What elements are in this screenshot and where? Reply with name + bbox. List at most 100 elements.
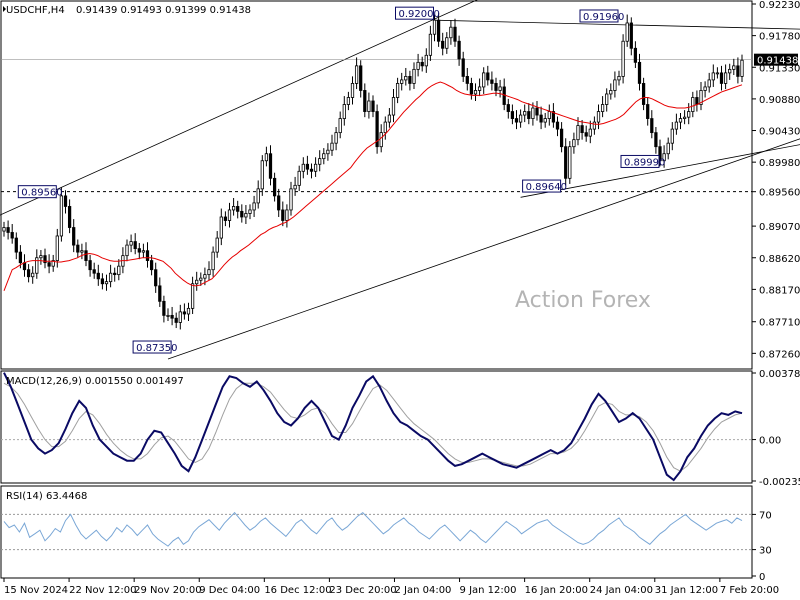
- resistance-line: [434, 19, 800, 30]
- candle-body: [248, 209, 252, 214]
- candle-body: [96, 272, 100, 280]
- candle-body: [236, 206, 240, 212]
- candle-body: [244, 213, 248, 218]
- candle-body: [416, 61, 420, 70]
- candle-body: [371, 100, 375, 112]
- candle-body: [301, 163, 305, 172]
- price-annotation-label: 0.92000: [399, 9, 440, 20]
- candle-body: [473, 90, 478, 95]
- time-tick-label: 29 Nov 20:00: [134, 585, 201, 596]
- candle-body: [625, 22, 629, 42]
- candle-body: [47, 262, 51, 267]
- candle-body: [350, 83, 355, 98]
- candle-body: [531, 107, 535, 119]
- candle-body: [523, 111, 527, 116]
- candle-body: [26, 269, 31, 278]
- price-tick-label: 0.88170: [759, 285, 800, 296]
- candle-body: [117, 265, 121, 276]
- candle-body: [203, 274, 207, 279]
- candle-body: [313, 163, 318, 172]
- candle-body: [592, 121, 597, 130]
- rsi-tick-label: 0: [759, 572, 765, 583]
- candle-body: [715, 72, 720, 75]
- candle-body: [223, 216, 228, 221]
- price-annotation-box: [395, 6, 434, 20]
- candle-body: [129, 241, 133, 246]
- candle-body: [711, 72, 715, 81]
- candle-body: [141, 250, 146, 253]
- candle-body: [207, 269, 211, 276]
- price-annotation-label: 0.87350: [136, 343, 177, 354]
- macd-tick-label: -0.002356: [759, 477, 800, 488]
- candle-body: [666, 142, 670, 155]
- current-price-tag: 0.91438: [754, 53, 798, 67]
- candle-body: [682, 116, 687, 119]
- candle-body: [104, 281, 109, 285]
- current-price-box: [754, 53, 798, 66]
- candle-series: [2, 13, 744, 330]
- candle-body: [576, 125, 580, 141]
- candle-body: [166, 314, 170, 317]
- candle-body: [740, 59, 744, 77]
- candle-body: [662, 153, 666, 162]
- channel-lower-line: [167, 138, 800, 360]
- candle-body: [719, 72, 724, 84]
- price-annotation-box: [620, 154, 660, 168]
- candle-body: [514, 118, 519, 123]
- candle-body: [35, 257, 39, 274]
- time-tick-label: 15 Nov 2024: [4, 585, 68, 596]
- candle-body: [547, 111, 551, 119]
- candle-body: [477, 86, 482, 91]
- candle-body: [518, 114, 523, 123]
- candle-body: [55, 235, 59, 261]
- candle-body: [687, 111, 691, 118]
- candle-body: [18, 251, 23, 264]
- candle-body: [395, 83, 400, 98]
- candle-body: [408, 76, 412, 84]
- candle-body: [309, 168, 314, 172]
- candle-body: [2, 227, 6, 232]
- candle-body: [637, 61, 642, 84]
- candle-body: [498, 86, 502, 91]
- candle-body: [63, 195, 68, 207]
- header-arrow-icon: [3, 6, 6, 12]
- candle-body: [199, 277, 203, 281]
- price-annotation-label: 0.89990: [624, 157, 665, 168]
- candle-body: [461, 58, 465, 77]
- price-panel-frame: [0, 0, 753, 370]
- time-tick-label: 16 Jan 20:00: [525, 585, 588, 596]
- candle-body: [252, 202, 256, 211]
- price-tick-label: 0.90430: [759, 127, 800, 138]
- candle-body: [695, 97, 699, 105]
- candle-body: [338, 118, 342, 134]
- candle-body: [728, 68, 732, 74]
- candle-body: [113, 272, 117, 276]
- candle-body: [334, 132, 338, 144]
- candle-body: [264, 153, 269, 162]
- candle-body: [363, 90, 367, 112]
- candle-body: [629, 22, 633, 49]
- candle-body: [494, 83, 498, 91]
- candle-body: [535, 107, 539, 116]
- candle-body: [580, 125, 584, 134]
- ma-line: [3, 81, 743, 291]
- price-annotation-box: [522, 179, 562, 193]
- candle-body: [322, 153, 326, 160]
- candle-body: [453, 26, 457, 42]
- candle-body: [318, 158, 322, 165]
- candle-body: [211, 251, 215, 271]
- time-tick-label: 9 Dec 04:00: [199, 585, 260, 596]
- reference-lines: [1, 59, 752, 193]
- candle-body: [326, 149, 330, 155]
- candle-body: [465, 76, 469, 84]
- candle-body: [182, 311, 187, 315]
- candle-body: [432, 19, 437, 35]
- candle-body: [383, 121, 387, 134]
- macd-signal-line: [3, 382, 743, 472]
- candle-body: [133, 241, 137, 250]
- candle-body: [186, 307, 191, 315]
- candle-body: [490, 79, 494, 84]
- rsi-line: [3, 511, 743, 547]
- candle-body: [428, 33, 433, 56]
- candle-body: [256, 188, 260, 204]
